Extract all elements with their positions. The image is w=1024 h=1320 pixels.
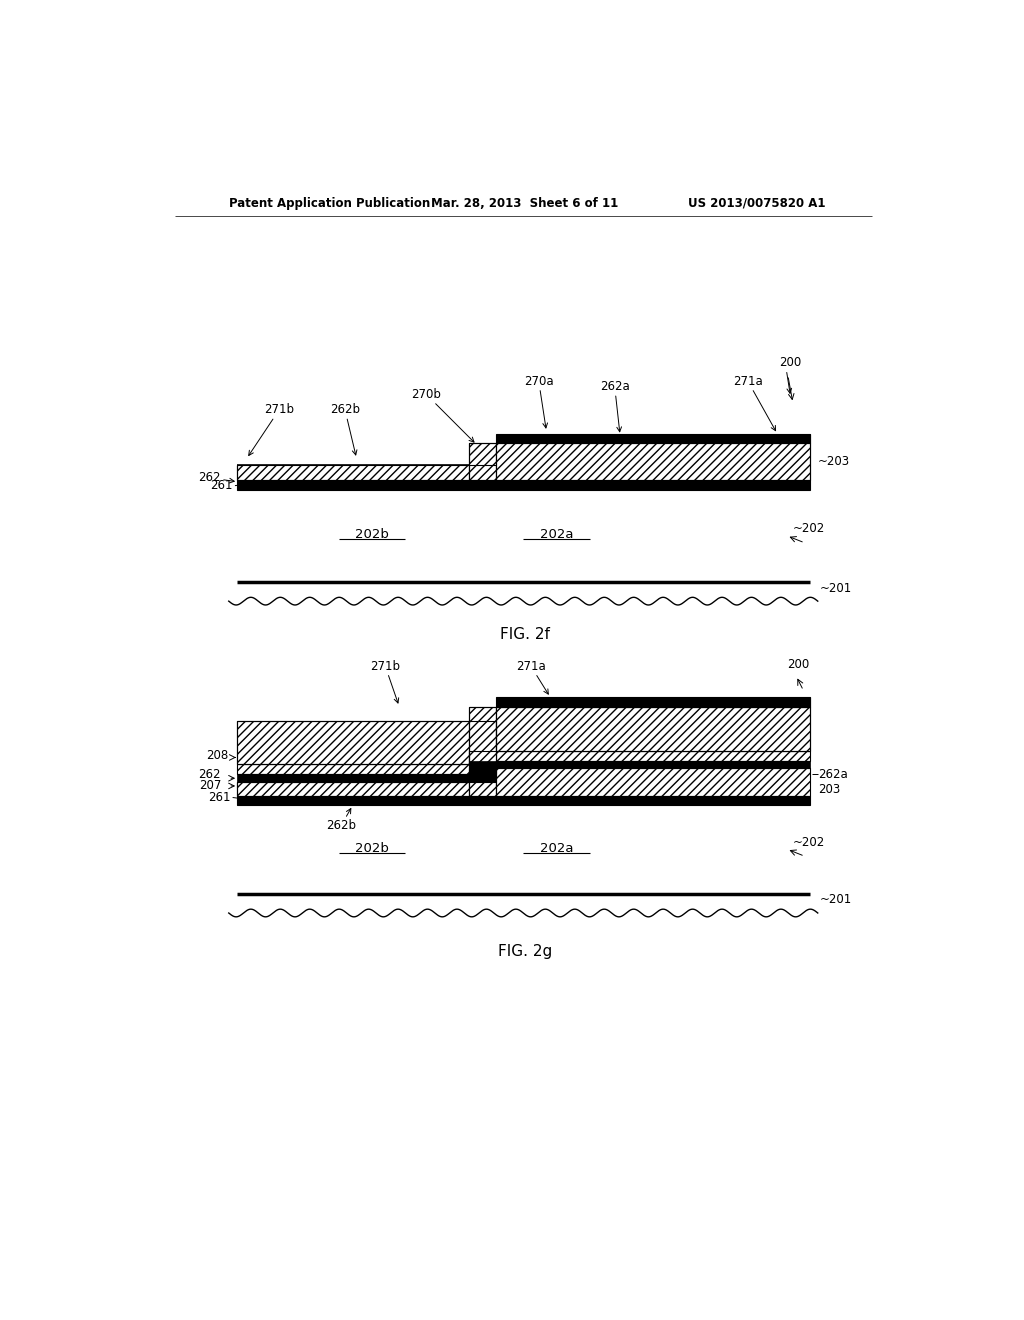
Polygon shape [469,706,496,764]
Text: FIG. 2f: FIG. 2f [500,627,550,642]
Text: Mar. 28, 2013  Sheet 6 of 11: Mar. 28, 2013 Sheet 6 of 11 [431,197,618,210]
Text: 262b: 262b [330,404,360,455]
Text: 271b: 271b [249,404,294,455]
Polygon shape [469,760,496,781]
Text: 270a: 270a [524,375,554,428]
Bar [237,796,810,805]
Text: 271a: 271a [733,375,775,430]
Text: 208: 208 [207,748,228,762]
Text: 207: 207 [199,779,221,792]
Text: 202b: 202b [355,528,389,541]
Text: Patent Application Publication: Patent Application Publication [228,197,430,210]
Text: 261: 261 [209,791,231,804]
Text: ~202: ~202 [793,836,825,849]
Polygon shape [496,768,810,796]
Text: 262b: 262b [326,809,356,832]
Text: 202b: 202b [355,842,389,855]
Text: US 2013/0075820 A1: US 2013/0075820 A1 [688,197,825,210]
Bar [237,480,810,490]
Polygon shape [496,444,810,480]
Text: 202a: 202a [540,528,573,541]
Text: 262: 262 [199,768,221,781]
Text: 203: 203 [818,783,840,796]
Text: ~202: ~202 [793,521,825,535]
Polygon shape [237,764,469,775]
Text: 270b: 270b [412,388,474,442]
Text: 202a: 202a [540,842,573,855]
Polygon shape [237,721,469,764]
Text: 200: 200 [779,356,801,370]
Polygon shape [469,444,496,480]
Text: ~201: ~201 [820,582,852,594]
Text: 200: 200 [786,657,809,671]
Text: 261: 261 [210,479,232,492]
Text: 271b: 271b [371,660,400,704]
Polygon shape [469,768,496,796]
Text: ~201: ~201 [820,894,852,907]
Bar [237,775,469,781]
Text: 262a: 262a [600,380,630,432]
Text: 271a: 271a [516,660,548,694]
Text: FIG. 2g: FIG. 2g [498,944,552,960]
Polygon shape [237,465,469,480]
Bar [496,434,810,444]
Text: ~203: ~203 [818,455,850,469]
Polygon shape [496,751,810,760]
Bar [496,697,810,706]
Bar [496,760,810,768]
Polygon shape [496,706,810,751]
Polygon shape [469,751,496,775]
Polygon shape [237,781,469,796]
Text: 262: 262 [199,471,234,484]
Text: 262a: 262a [818,768,848,781]
